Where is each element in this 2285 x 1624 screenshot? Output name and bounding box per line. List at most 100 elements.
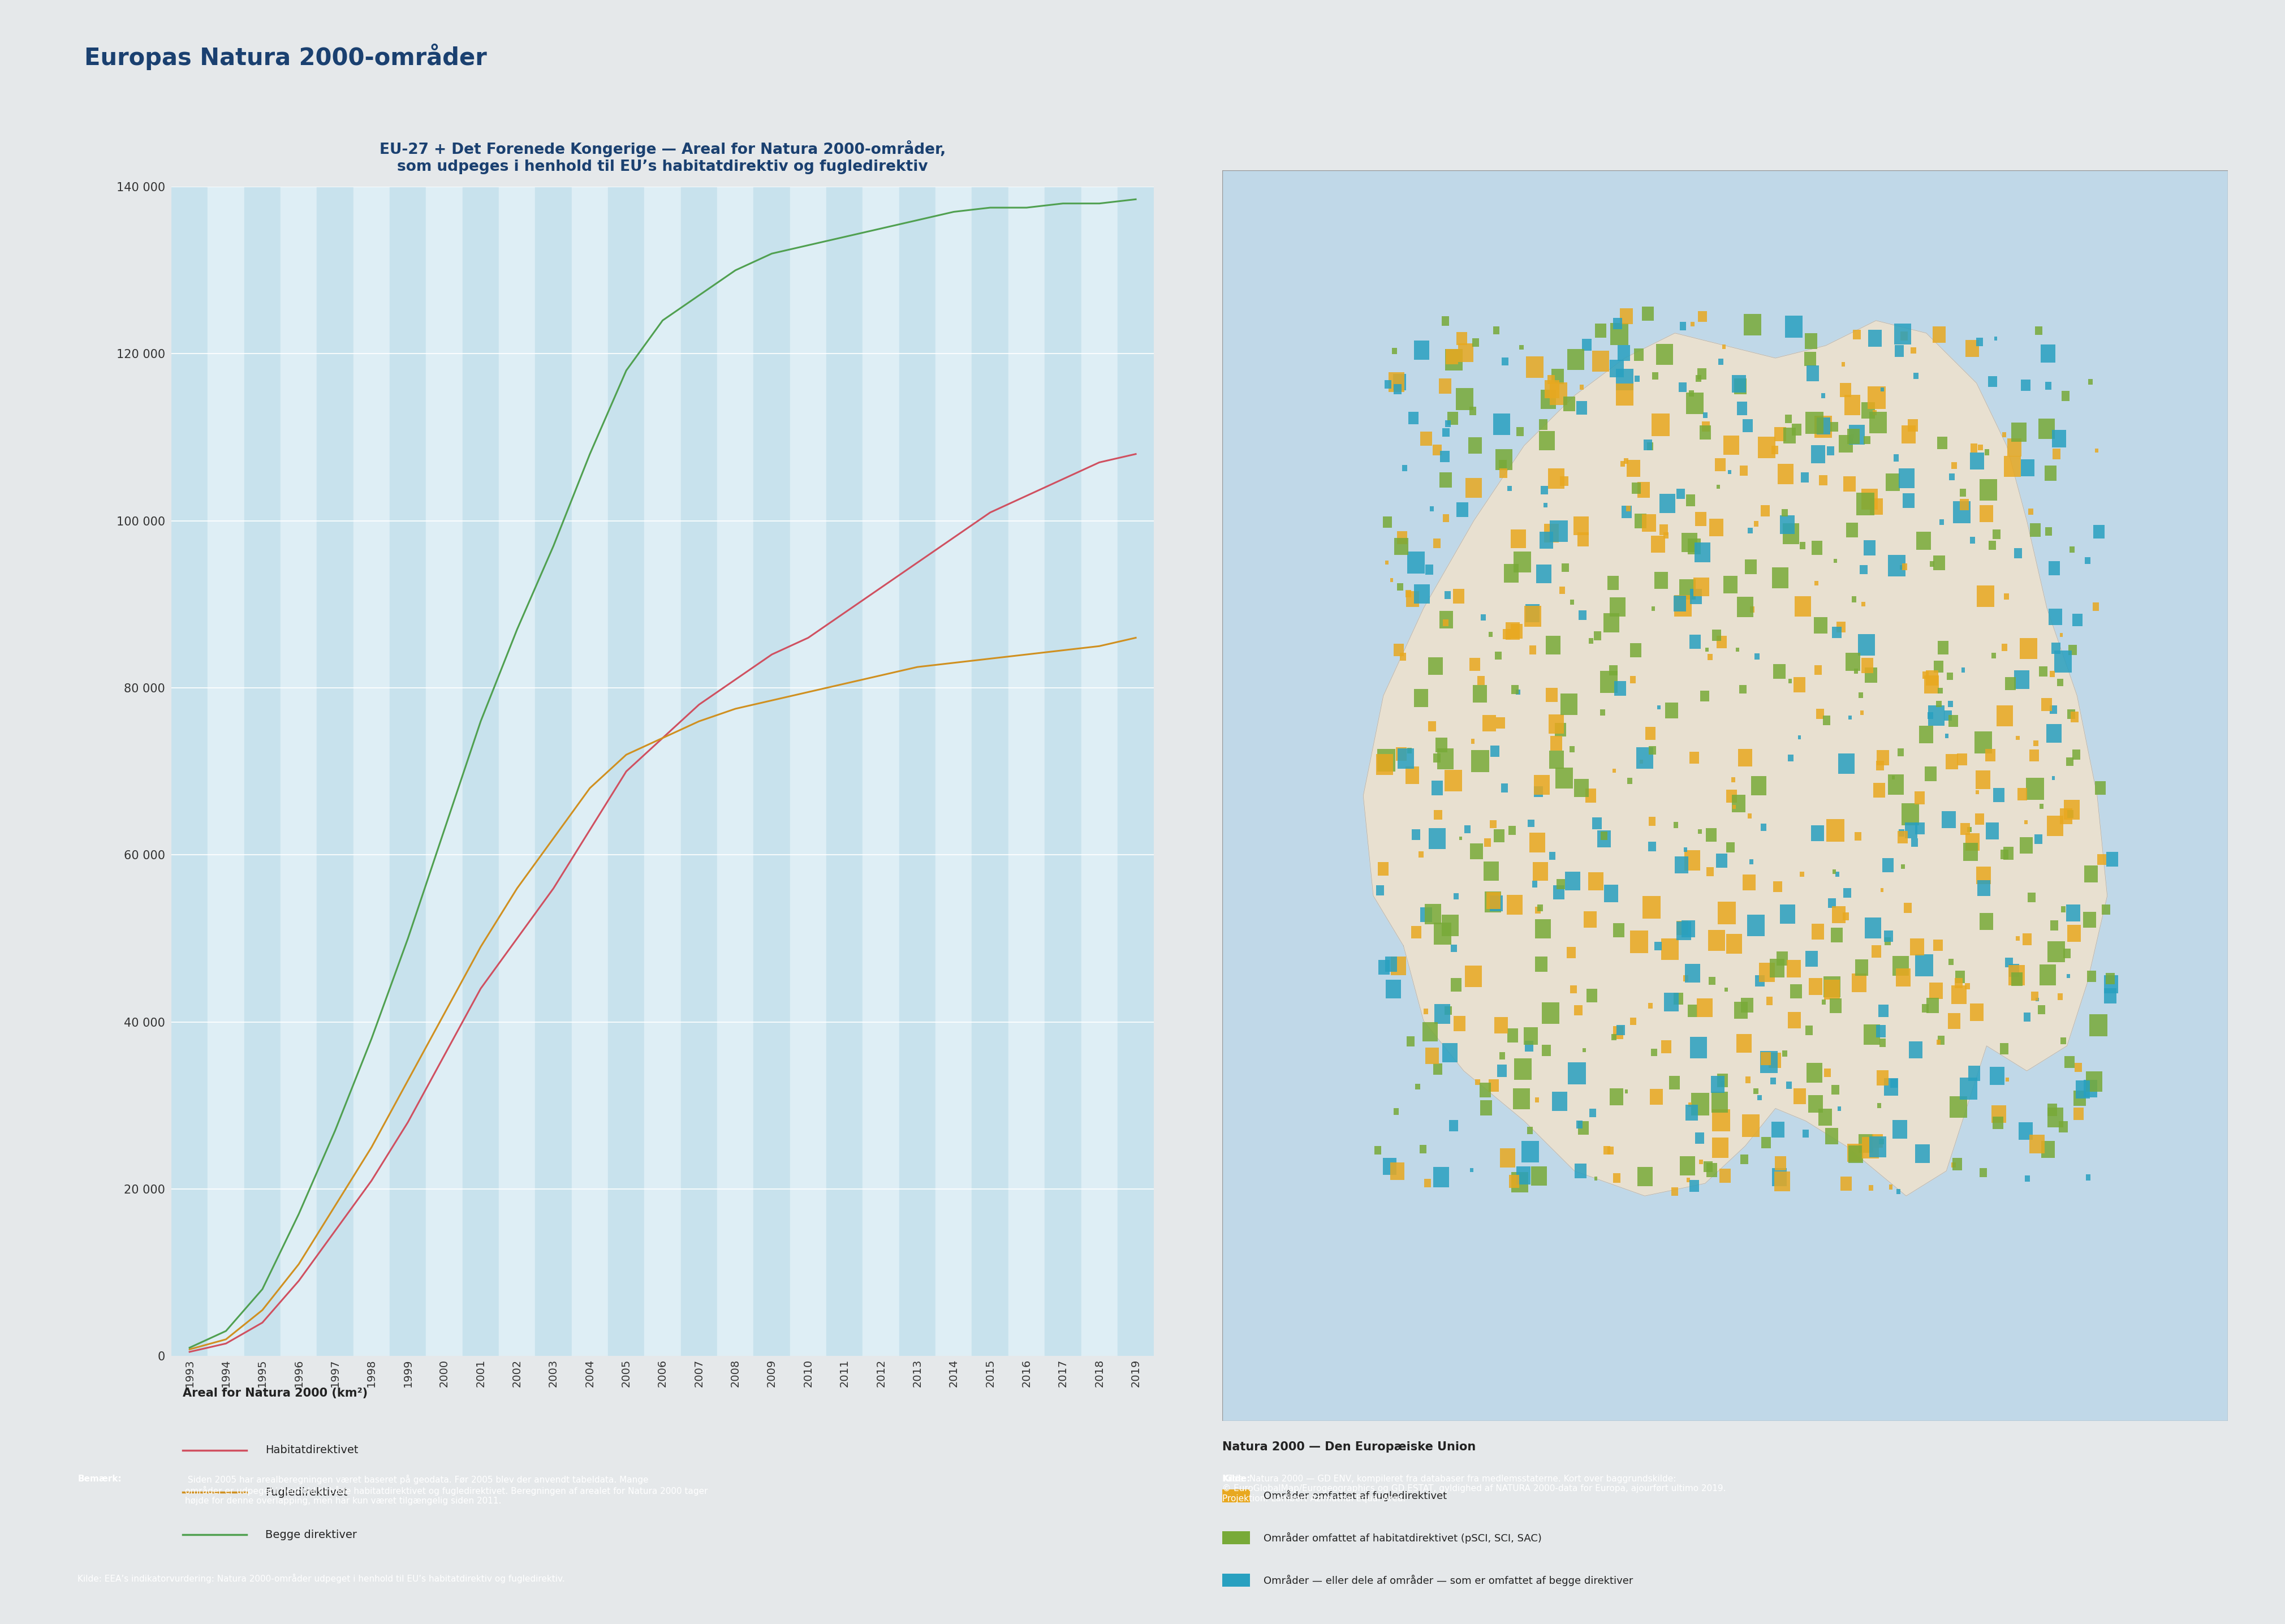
Text: Kilde:: Kilde: xyxy=(1222,1475,1250,1483)
Bar xyxy=(1599,710,1604,716)
Bar xyxy=(1732,794,1746,812)
Bar xyxy=(1465,825,1472,833)
Bar xyxy=(1750,859,1753,864)
Bar xyxy=(571,187,608,1356)
Bar xyxy=(1862,658,1874,672)
Bar xyxy=(1814,416,1833,438)
Bar xyxy=(1782,1051,1787,1057)
Bar xyxy=(2004,593,2009,599)
Bar xyxy=(1643,307,1654,322)
Bar xyxy=(1716,486,1721,489)
Bar xyxy=(1910,838,1917,846)
Bar xyxy=(1951,986,1967,1004)
Bar xyxy=(1954,502,1970,523)
Bar xyxy=(1988,541,1995,549)
Bar xyxy=(1412,926,1421,939)
Bar xyxy=(1440,473,1451,487)
Bar xyxy=(1652,372,1659,380)
Bar xyxy=(1707,1163,1718,1177)
Bar xyxy=(1947,754,1958,770)
Bar xyxy=(827,187,864,1356)
Bar xyxy=(2095,781,2107,794)
Bar xyxy=(1677,489,1684,499)
Bar xyxy=(1711,1075,1725,1093)
Bar xyxy=(1906,823,1917,838)
Bar xyxy=(1494,1017,1508,1034)
Bar xyxy=(1814,617,1828,633)
Bar xyxy=(2004,846,2013,859)
Bar xyxy=(2038,1005,2045,1013)
Bar xyxy=(1938,641,1949,654)
Bar xyxy=(1899,749,1903,757)
Bar xyxy=(1433,922,1451,945)
Bar xyxy=(1860,711,1865,715)
Bar xyxy=(1392,1163,1405,1181)
Bar xyxy=(1705,1161,1711,1173)
Bar xyxy=(1789,984,1803,999)
Bar xyxy=(1979,445,1983,450)
Bar xyxy=(2061,906,2066,913)
Bar xyxy=(1823,1069,1830,1077)
Bar xyxy=(1588,638,1593,643)
Bar xyxy=(1823,979,1839,999)
Bar xyxy=(1531,880,1538,887)
Bar xyxy=(1456,502,1469,516)
Bar xyxy=(1408,412,1419,424)
Bar xyxy=(2029,508,2034,515)
Bar xyxy=(1620,309,1634,325)
Bar xyxy=(1472,739,1474,744)
Bar xyxy=(1538,905,1542,911)
Bar xyxy=(1652,414,1670,435)
Bar xyxy=(1376,754,1394,775)
Bar xyxy=(1737,401,1748,414)
Bar xyxy=(1453,893,1458,900)
Bar xyxy=(1929,705,1945,726)
Bar xyxy=(1426,905,1442,924)
Bar xyxy=(1881,888,1883,892)
Bar xyxy=(1823,976,1839,997)
Bar xyxy=(2086,1072,2102,1091)
Bar xyxy=(1611,1088,1622,1106)
Bar xyxy=(1748,914,1764,935)
Bar xyxy=(1919,726,1933,744)
Bar xyxy=(1748,528,1753,533)
Bar xyxy=(1986,749,1995,762)
Bar xyxy=(1739,466,1748,476)
Bar xyxy=(1568,349,1584,370)
Bar xyxy=(1682,533,1698,552)
Bar xyxy=(1536,1098,1540,1103)
Bar xyxy=(1679,1156,1695,1176)
Bar xyxy=(2095,448,2098,453)
Bar xyxy=(2018,1122,2034,1140)
Bar xyxy=(2029,523,2041,536)
Bar xyxy=(1862,489,1878,510)
Bar xyxy=(2052,776,2054,780)
Bar xyxy=(1654,942,1661,950)
Bar xyxy=(1787,754,1794,762)
Bar xyxy=(1458,343,1474,362)
Bar xyxy=(2050,671,2054,677)
Bar xyxy=(1947,672,1954,680)
Bar xyxy=(1444,591,1451,599)
Bar xyxy=(171,187,208,1356)
Bar xyxy=(1679,383,1686,393)
Bar xyxy=(2059,633,2063,637)
Bar xyxy=(681,187,717,1356)
Bar xyxy=(1625,458,1629,464)
Bar xyxy=(1910,348,1917,354)
Bar xyxy=(1734,1002,1748,1018)
Bar xyxy=(1823,716,1830,724)
Bar xyxy=(1885,1078,1899,1096)
Bar xyxy=(2107,853,2118,866)
Bar xyxy=(1821,1000,1826,1005)
Bar xyxy=(1684,848,1686,853)
Bar xyxy=(1890,1186,1892,1189)
Bar xyxy=(1533,862,1547,880)
Bar xyxy=(1853,330,1860,339)
Bar xyxy=(1428,721,1437,731)
Bar xyxy=(1490,820,1497,828)
Bar xyxy=(1499,1148,1515,1168)
Bar xyxy=(1771,567,1789,588)
Bar xyxy=(1993,1104,2006,1124)
Bar xyxy=(1513,551,1531,573)
